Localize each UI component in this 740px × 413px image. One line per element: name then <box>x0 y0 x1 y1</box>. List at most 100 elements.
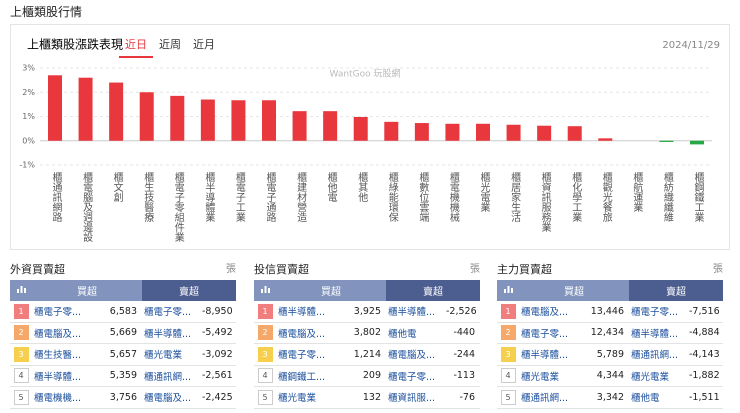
buy-name[interactable]: 櫃半導體... <box>276 301 344 323</box>
sell-name[interactable]: 櫃他電 <box>629 386 687 409</box>
sell-name[interactable]: 櫃電腦及... <box>142 386 200 409</box>
rank-badge: 1 <box>500 303 516 319</box>
buy-value: 209 <box>344 365 386 387</box>
column-header: 賣超 <box>386 280 480 301</box>
table-row: 2 櫃電腦及... 3,802 櫃他電 -440 <box>254 322 480 344</box>
rank-cell: 1 <box>497 301 519 323</box>
x-tick-label: 櫃數位雲端 <box>416 172 428 222</box>
bar <box>231 100 246 141</box>
buy-value: 5,789 <box>587 343 629 366</box>
buy-name[interactable]: 櫃電子零... <box>32 301 100 323</box>
sell-name[interactable]: 櫃資訊服... <box>386 386 444 409</box>
buy-name[interactable]: 櫃通訊網... <box>519 386 587 409</box>
tab[interactable]: 近周 <box>159 38 181 51</box>
panel-title-text: 外資買賣超 <box>10 263 65 276</box>
bar <box>170 95 185 141</box>
sell-name[interactable]: 櫃他電 <box>386 322 444 344</box>
buy-name[interactable]: 櫃電腦及... <box>32 322 100 344</box>
sell-value: -440 <box>444 322 480 344</box>
table-row: 5 櫃通訊網... 3,342 櫃他電 -1,511 <box>497 386 723 409</box>
x-tick-label: 櫃電子零組件業 <box>172 172 184 242</box>
bar <box>48 75 62 141</box>
bar <box>384 121 399 141</box>
rank-badge: 2 <box>500 325 516 341</box>
sell-value: -76 <box>444 386 480 409</box>
panel-unit: 張 <box>713 264 723 275</box>
sell-value: -2,561 <box>200 365 236 387</box>
rank-badge: 1 <box>13 303 29 319</box>
sell-name[interactable]: 櫃電子零... <box>142 301 200 323</box>
x-tick-label: 櫃通訊網路 <box>50 172 61 222</box>
table-row: 2 櫃電腦及... 5,669 櫃半導體... -5,492 <box>10 322 236 344</box>
sell-name[interactable]: 櫃電腦及... <box>386 343 444 366</box>
x-tick-label: 櫃文創 <box>111 172 123 202</box>
buy-name[interactable]: 櫃電機機... <box>32 386 100 409</box>
sell-name[interactable]: 櫃電子零... <box>629 301 687 323</box>
rank-cell: 3 <box>497 343 519 366</box>
buy-name[interactable]: 櫃半導體... <box>32 365 100 387</box>
sell-value: -8,950 <box>200 301 236 323</box>
buy-value: 132 <box>344 386 386 409</box>
sell-name[interactable]: 櫃半導體... <box>142 322 200 344</box>
bar <box>598 138 613 141</box>
bar <box>292 111 307 141</box>
bar <box>414 123 429 141</box>
sell-name[interactable]: 櫃電子零... <box>386 365 444 387</box>
x-tick-label: 櫃航運業 <box>630 172 642 212</box>
bar <box>567 126 582 141</box>
rank-badge: 2 <box>13 325 29 341</box>
buy-name[interactable]: 櫃生技醫... <box>32 343 100 366</box>
tab[interactable]: 近日 <box>125 38 147 51</box>
x-tick-label: 櫃綠能環保 <box>386 172 398 222</box>
buy-name[interactable]: 櫃鋼鐵工... <box>276 365 344 387</box>
sell-value: -4,143 <box>687 343 723 366</box>
sell-value: -244 <box>444 343 480 366</box>
buy-name[interactable]: 櫃半導體... <box>519 343 587 366</box>
rank-cell: 4 <box>497 365 519 387</box>
sell-name[interactable]: 櫃半導體... <box>629 322 687 344</box>
sell-value: -2,526 <box>444 301 480 323</box>
ranking-table: 買超 賣超 1 櫃電腦及... 13,446 櫃電子零... -7,516 2 櫃電子零... 1… <box>497 280 723 409</box>
sell-value: -2,425 <box>200 386 236 409</box>
buy-name[interactable]: 櫃光電業 <box>276 386 344 409</box>
y-tick-label: 1% <box>22 112 35 121</box>
buy-name[interactable]: 櫃電腦及... <box>276 322 344 344</box>
panel-title-text: 主力買賣超 <box>497 263 552 276</box>
x-tick-label: 櫃光電業 <box>478 172 489 212</box>
rank-badge: 4 <box>500 368 516 384</box>
buy-value: 1,214 <box>344 343 386 366</box>
sell-name[interactable]: 櫃半導體... <box>386 301 444 323</box>
rank-badge: 3 <box>500 346 516 362</box>
x-tick-label: 櫃鋼鐵工業 <box>692 172 703 222</box>
table-row: 1 櫃電腦及... 13,446 櫃電子零... -7,516 <box>497 301 723 323</box>
rank-badge: 5 <box>257 389 273 405</box>
rank-cell: 5 <box>254 386 276 409</box>
sell-name[interactable]: 櫃通訊網... <box>629 343 687 366</box>
tab[interactable]: 近月 <box>193 38 215 51</box>
table-row: 3 櫃生技醫... 5,657 櫃光電業 -3,092 <box>10 343 236 366</box>
panel-title: 投信買賣超 張 <box>254 260 480 280</box>
buy-name[interactable]: 櫃光電業 <box>519 365 587 387</box>
sell-value: -4,884 <box>687 322 723 344</box>
rank-cell: 2 <box>497 322 519 344</box>
table-row: 1 櫃半導體... 3,925 櫃半導體... -2,526 <box>254 301 480 323</box>
sell-name[interactable]: 櫃通訊網... <box>142 365 200 387</box>
y-tick-label: -1% <box>19 161 35 170</box>
x-tick-label: 櫃他電 <box>325 172 337 202</box>
buy-name[interactable]: 櫃電子零... <box>519 322 587 344</box>
x-tick-label: 櫃紡織纖維 <box>661 172 673 222</box>
buy-name[interactable]: 櫃電腦及... <box>519 301 587 323</box>
table-row: 1 櫃電子零... 6,583 櫃電子零... -8,950 <box>10 301 236 323</box>
rank-badge: 5 <box>13 389 29 405</box>
buy-name[interactable]: 櫃電子零... <box>276 343 344 366</box>
column-header: 賣超 <box>629 280 723 301</box>
sell-name[interactable]: 櫃光電業 <box>629 365 687 387</box>
sell-name[interactable]: 櫃光電業 <box>142 343 200 366</box>
table-row: 5 櫃電機機... 3,756 櫃電腦及... -2,425 <box>10 386 236 409</box>
x-tick-label: 櫃電腦及週邊設 <box>80 172 92 242</box>
rank-cell: 1 <box>254 301 276 323</box>
bar <box>323 111 338 141</box>
panel-title: 主力買賣超 張 <box>497 260 723 280</box>
header-row: 買超 賣超 <box>10 280 236 301</box>
sell-value: -3,092 <box>200 343 236 366</box>
